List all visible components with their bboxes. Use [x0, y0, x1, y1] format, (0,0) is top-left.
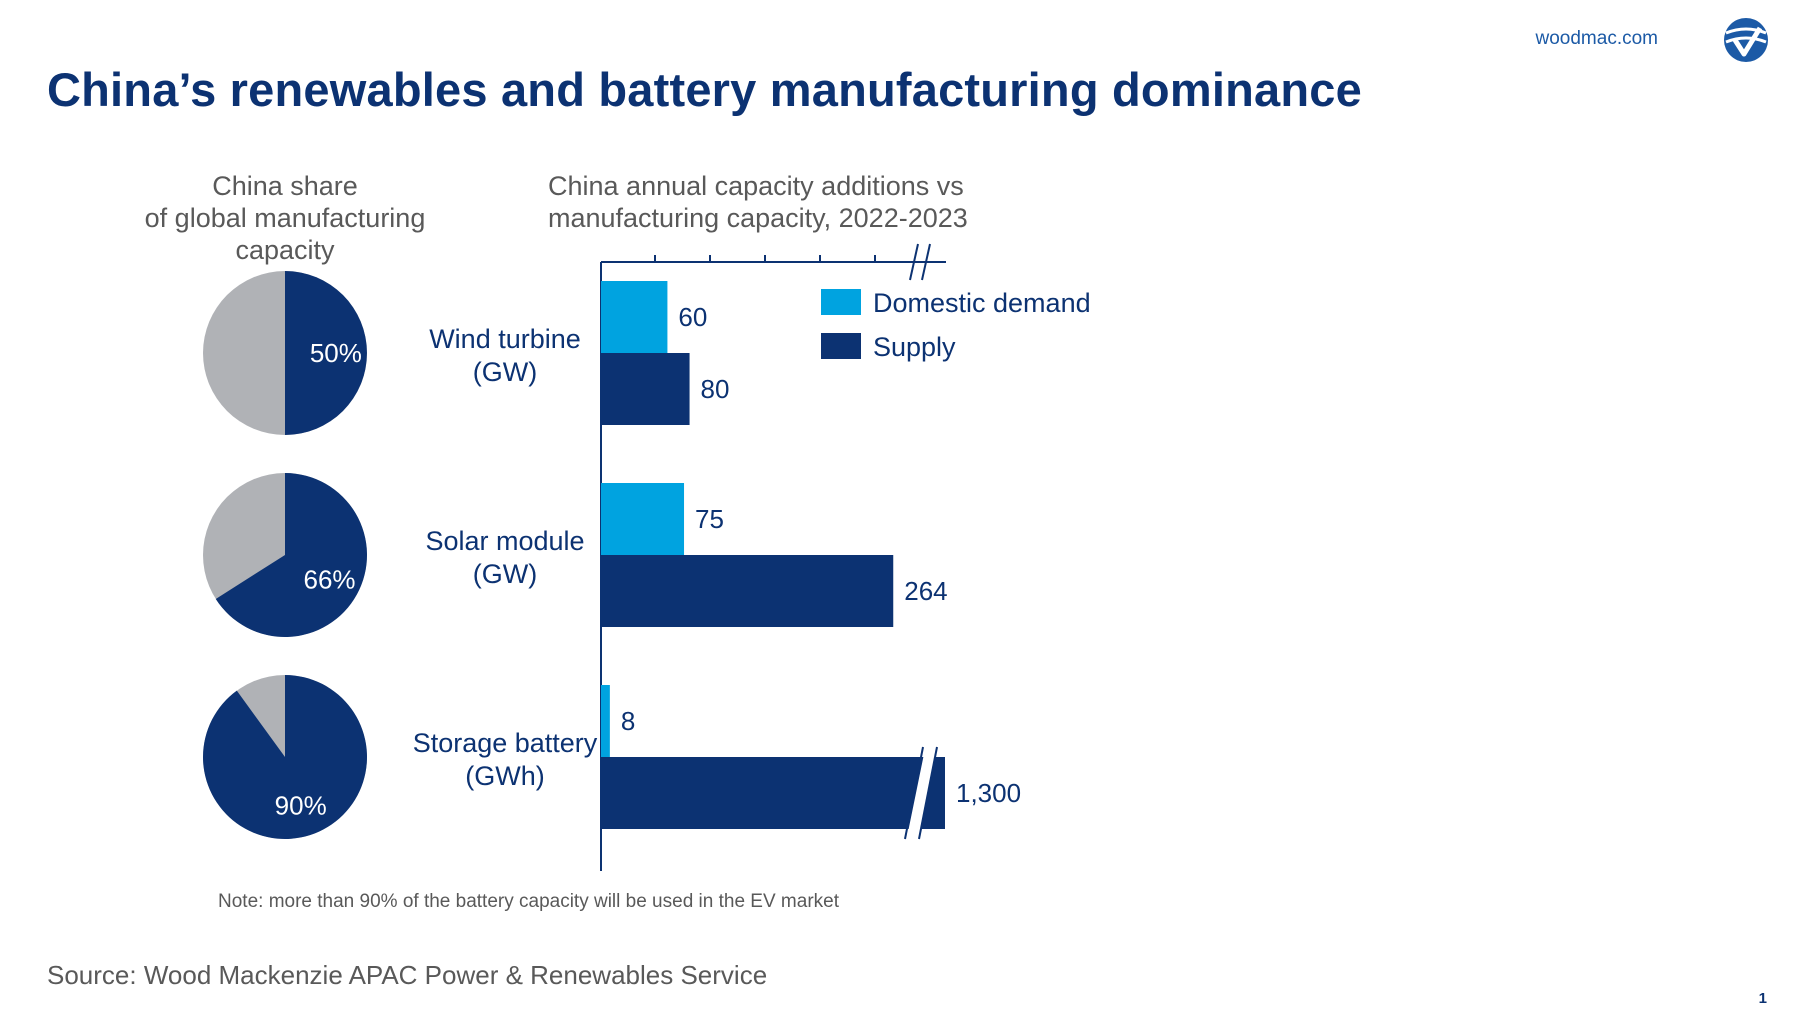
bar-supply: [601, 555, 894, 627]
pie-title-line: capacity: [235, 235, 335, 265]
bar-domestic-demand: [601, 281, 668, 353]
pie-chart-title: China share of global manufacturing capa…: [120, 170, 450, 266]
pie-china-slice: [215, 473, 367, 637]
woodmac-logo-icon: [1724, 18, 1768, 62]
bar-chart-title: China annual capacity additions vs manuf…: [548, 170, 1068, 234]
pie-china-slice: [285, 271, 367, 435]
bar-value-label: 1,300: [956, 778, 1021, 808]
bar-break-gap: [907, 749, 937, 837]
category-label: (GW): [473, 357, 537, 387]
bar-value-label: 264: [904, 576, 947, 606]
bar-break-mark: [918, 746, 938, 840]
site-link[interactable]: woodmac.com: [1535, 28, 1659, 49]
pie-percent-label: 66%: [304, 564, 356, 594]
bar-title-line: China annual capacity additions vs: [548, 171, 964, 201]
bar-value-label: 8: [621, 706, 635, 736]
page-title: China’s renewables and battery manufactu…: [47, 63, 1362, 116]
bar-break-mark: [904, 746, 924, 840]
pie-title-line: China share: [212, 171, 358, 201]
category-label: (GW): [473, 559, 537, 589]
bar-supply: [601, 353, 690, 425]
axis-break-mark: [921, 243, 931, 281]
bar-value-label: 60: [678, 302, 707, 332]
pie-percent-label: 90%: [275, 790, 327, 820]
bar-title-line: manufacturing capacity, 2022-2023: [548, 203, 968, 233]
footnote: Note: more than 90% of the battery capac…: [218, 891, 839, 912]
pie-china-slice: [202, 675, 367, 839]
bar-supply: [601, 757, 945, 829]
source-note: Source: Wood Mackenzie APAC Power & Rene…: [47, 960, 768, 990]
bar-value-label: 80: [701, 374, 730, 404]
category-label: (GWh): [465, 761, 544, 791]
bar-domestic-demand: [601, 685, 610, 757]
category-label: Solar module: [425, 526, 584, 556]
legend-swatch: [821, 289, 861, 315]
legend-label: Supply: [873, 332, 956, 362]
page-number: 1: [1758, 990, 1767, 1007]
pie-percent-label: 50%: [310, 338, 362, 368]
legend-swatch: [821, 333, 861, 359]
axis-break-mark: [909, 243, 919, 281]
bar-value-label: 75: [695, 504, 724, 534]
legend-label: Domestic demand: [873, 288, 1091, 318]
category-label: Storage battery: [413, 728, 598, 758]
bar-domestic-demand: [601, 483, 685, 555]
pie-title-line: of global manufacturing: [144, 203, 426, 233]
category-label: Wind turbine: [429, 324, 581, 354]
